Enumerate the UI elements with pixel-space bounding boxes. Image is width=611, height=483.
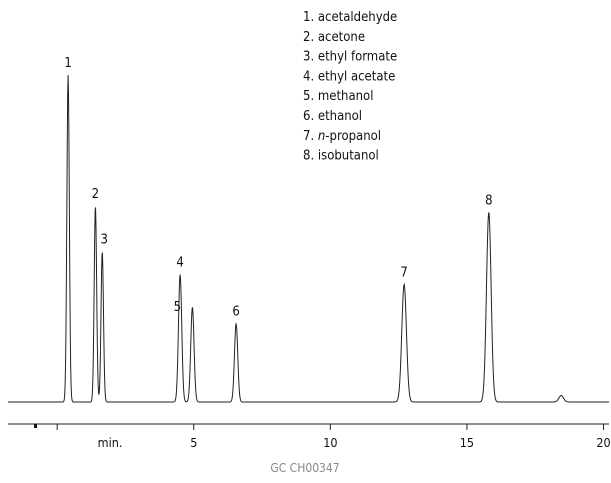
- legend-item-2: 2. acetone: [303, 30, 365, 45]
- legend-item-4: 4. ethyl acetate: [303, 69, 395, 84]
- peak-label-7: 7: [400, 265, 407, 280]
- peak-label-2: 2: [92, 187, 99, 202]
- legend-item-3: 3. ethyl formate: [303, 50, 397, 65]
- x-tick-label-20: 20: [596, 435, 610, 450]
- legend-item-8: 8. isobutanol: [303, 149, 379, 164]
- x-tick-label-5: 5: [190, 435, 197, 450]
- legend-item-5: 5. methanol: [303, 89, 373, 104]
- footer-code: GC CH00347: [270, 461, 339, 475]
- chromatogram-trace: [8, 74, 609, 403]
- legend-item-7: 7. n-propanol: [303, 129, 381, 144]
- legend: 1. acetaldehyde 2. acetone 3. ethyl format…: [303, 10, 397, 164]
- x-tick-label-15: 15: [460, 435, 474, 450]
- peak-label-6: 6: [232, 305, 239, 320]
- legend-item-6: 6. ethanol: [303, 109, 362, 124]
- peak-label-5: 5: [174, 300, 181, 315]
- x-tick-label-10: 10: [323, 435, 337, 450]
- x-axis-label: min.: [98, 435, 123, 450]
- peak-label-1: 1: [64, 56, 71, 71]
- peak-label-4: 4: [176, 256, 183, 271]
- x-axis-ticks: 5 10 15 20: [34, 424, 611, 450]
- peak-labels: 1 2 3 4 5 6 7 8: [64, 56, 492, 320]
- peak-label-8: 8: [485, 193, 492, 208]
- peak-label-3: 3: [100, 233, 107, 248]
- injection-marker: [34, 424, 37, 428]
- legend-item-1: 1. acetaldehyde: [303, 10, 397, 25]
